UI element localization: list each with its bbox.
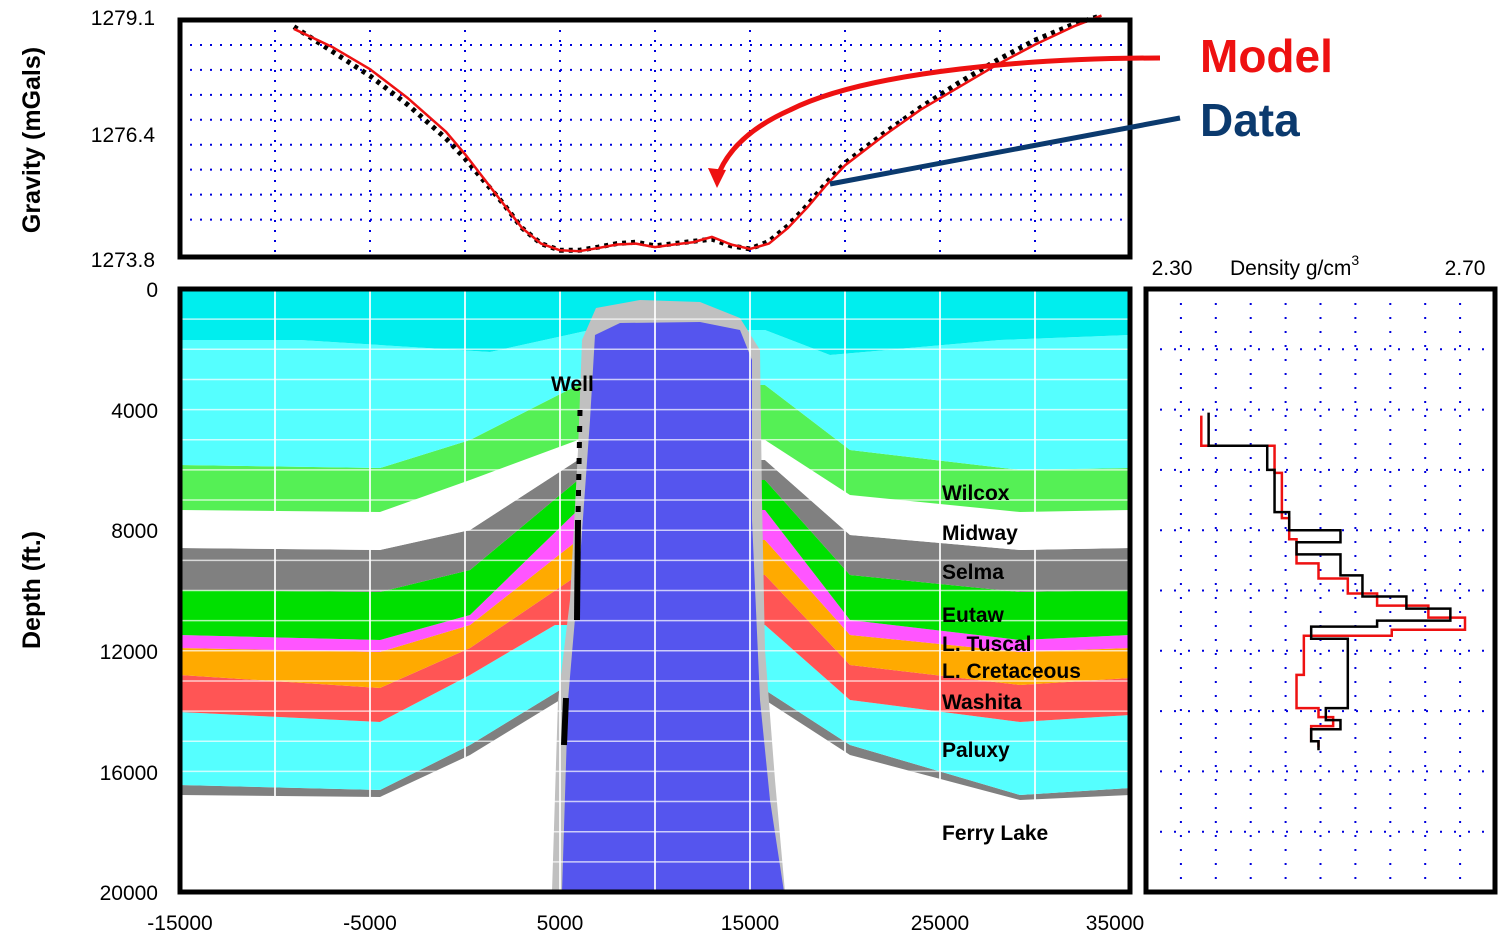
depth-ytick-label: 0 (146, 279, 158, 302)
gravity-panel: 1279.1 1276.4 1273.8 Gravity (mGals) Mod… (18, 7, 1333, 272)
density-panel: 2.30 2.70 Density g/cm3 (1143, 252, 1498, 895)
layer-wilcox (180, 385, 1130, 512)
xtick-label: 15000 (721, 912, 779, 935)
gravity-plot-frame (177, 17, 1133, 260)
gravity-plot-background (180, 20, 1130, 257)
salt-dome (562, 322, 784, 892)
xtick-label: -15000 (147, 912, 212, 935)
section-plot-frame (177, 286, 1133, 895)
layer-paluxy (180, 625, 1130, 795)
depth-ytick-label: 12000 (100, 641, 158, 664)
model-arrow (714, 55, 1161, 179)
label-paluxy: Paluxy (942, 739, 1010, 762)
layer-upper-sediments (180, 330, 1130, 470)
depth-ytick-label: 8000 (111, 520, 158, 543)
layer-eutaw (180, 480, 1130, 640)
label-wilcox: Wilcox (942, 482, 1010, 505)
layer-grey-base (180, 690, 1130, 800)
gravity-ytick-label: 1273.8 (91, 249, 155, 272)
label-midway: Midway (942, 522, 1018, 545)
well-upper-segment (575, 409, 583, 521)
section-grid (180, 289, 1130, 892)
density-series-lines (1200, 412, 1467, 751)
depth-ytick-label: 16000 (100, 762, 158, 785)
well-lower-segment (561, 697, 569, 746)
legend-data: Data (1200, 94, 1300, 146)
gravity-series-lines (292, 13, 1103, 253)
label-l-cretaceous: L. Cretaceous (942, 660, 1081, 683)
xtick-label: 25000 (911, 912, 969, 935)
density-black-curve (1207, 412, 1452, 751)
cross-section-panel: Well Wilcox Midway Selma Eutaw L. Tuscal… (18, 279, 1144, 935)
label-washita: Washita (942, 691, 1022, 714)
label-eutaw: Eutaw (942, 604, 1005, 627)
density-plot-background (1146, 289, 1495, 892)
depth-ytick-label: 20000 (100, 882, 158, 905)
well-middle-segment (574, 519, 581, 621)
label-l-tuscal: L. Tuscal (942, 633, 1031, 656)
density-title: Density g/cm3 (1230, 252, 1359, 280)
gravity-ytick-label: 1276.4 (91, 124, 156, 147)
xtick-label: -5000 (343, 912, 397, 935)
well-label: Well (551, 373, 594, 396)
density-xtick-max: 2.70 (1445, 257, 1486, 280)
label-selma: Selma (942, 561, 1004, 584)
well-track (561, 409, 583, 746)
layer-washita (180, 575, 1130, 722)
density-plot-frame (1143, 286, 1498, 895)
xtick-label: 35000 (1086, 912, 1144, 935)
layer-selma (180, 460, 1130, 592)
gravity-ylabel: Gravity (mGals) (18, 47, 46, 233)
model-series-line (293, 14, 1102, 253)
label-ferry-lake: Ferry Lake (942, 822, 1048, 845)
data-series-line (292, 13, 1103, 253)
model-arrow-head (708, 168, 726, 188)
legend-model: Model (1200, 30, 1333, 82)
layer-midway (180, 440, 1130, 550)
depth-ytick-label: 4000 (111, 400, 158, 423)
depth-ylabel: Depth (ft.) (18, 531, 46, 649)
xtick-label: 5000 (537, 912, 584, 935)
gravity-ytick-label: 1279.1 (91, 7, 155, 30)
data-pointer-line (829, 115, 1181, 187)
density-xtick-min: 2.30 (1152, 257, 1193, 280)
